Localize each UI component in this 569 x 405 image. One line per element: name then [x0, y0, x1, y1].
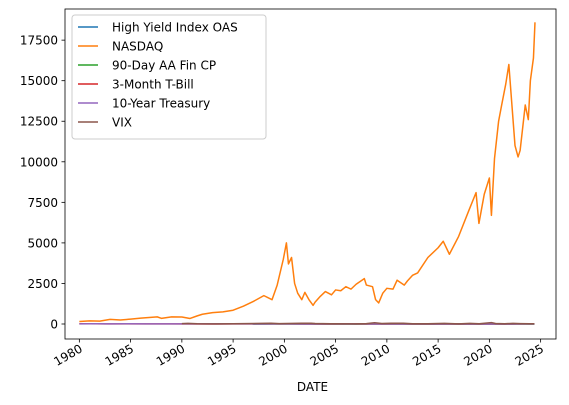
legend: High Yield Index OAS NASDAQ 90-Day AA Fin …	[71, 14, 267, 140]
legend-label: 3-Month T-Bill	[112, 78, 194, 92]
legend-label: VIX	[112, 116, 132, 130]
x-tick-label: 2000	[256, 341, 289, 368]
x-tick-label: 2010	[359, 341, 392, 368]
y-tick-label: 7500	[27, 196, 58, 210]
y-tick-label: 17500	[20, 34, 58, 48]
series-group	[79, 22, 536, 325]
x-tick-label: 2015	[410, 341, 443, 368]
y-tick-label: 10000	[20, 155, 58, 169]
legend-box	[71, 14, 267, 140]
y-tick-label: 2500	[27, 277, 58, 291]
x-axis-title: DATE	[297, 380, 328, 394]
y-tick-label: 5000	[27, 236, 58, 250]
x-tick-label: 1980	[51, 341, 84, 368]
x-tick-label: 1985	[103, 341, 136, 368]
x-tick-label: 1990	[154, 341, 187, 368]
x-tick-label: 1995	[205, 341, 238, 368]
legend-label: NASDAQ	[112, 40, 163, 54]
x-tick-label: 2025	[513, 341, 546, 368]
legend-label: High Yield Index OAS	[112, 21, 238, 35]
x-tick-label: 2005	[308, 341, 341, 368]
series-line-nasdaq	[79, 22, 536, 323]
y-axis: 0 2500 5000 7500 10000 12500 15000 17500	[20, 34, 65, 331]
x-axis: 1980 1985 1990 1995 2000 2005 2010 2015 2020 2025	[51, 339, 546, 369]
y-tick-label: 15000	[20, 74, 58, 88]
x-tick-label: 2020	[461, 341, 494, 368]
y-tick-label: 0	[50, 317, 58, 331]
legend-label: 90-Day AA Fin CP	[112, 59, 216, 73]
legend-label: 10-Year Treasury	[112, 97, 210, 111]
series-line-vix	[181, 321, 535, 325]
y-tick-label: 12500	[20, 115, 58, 129]
